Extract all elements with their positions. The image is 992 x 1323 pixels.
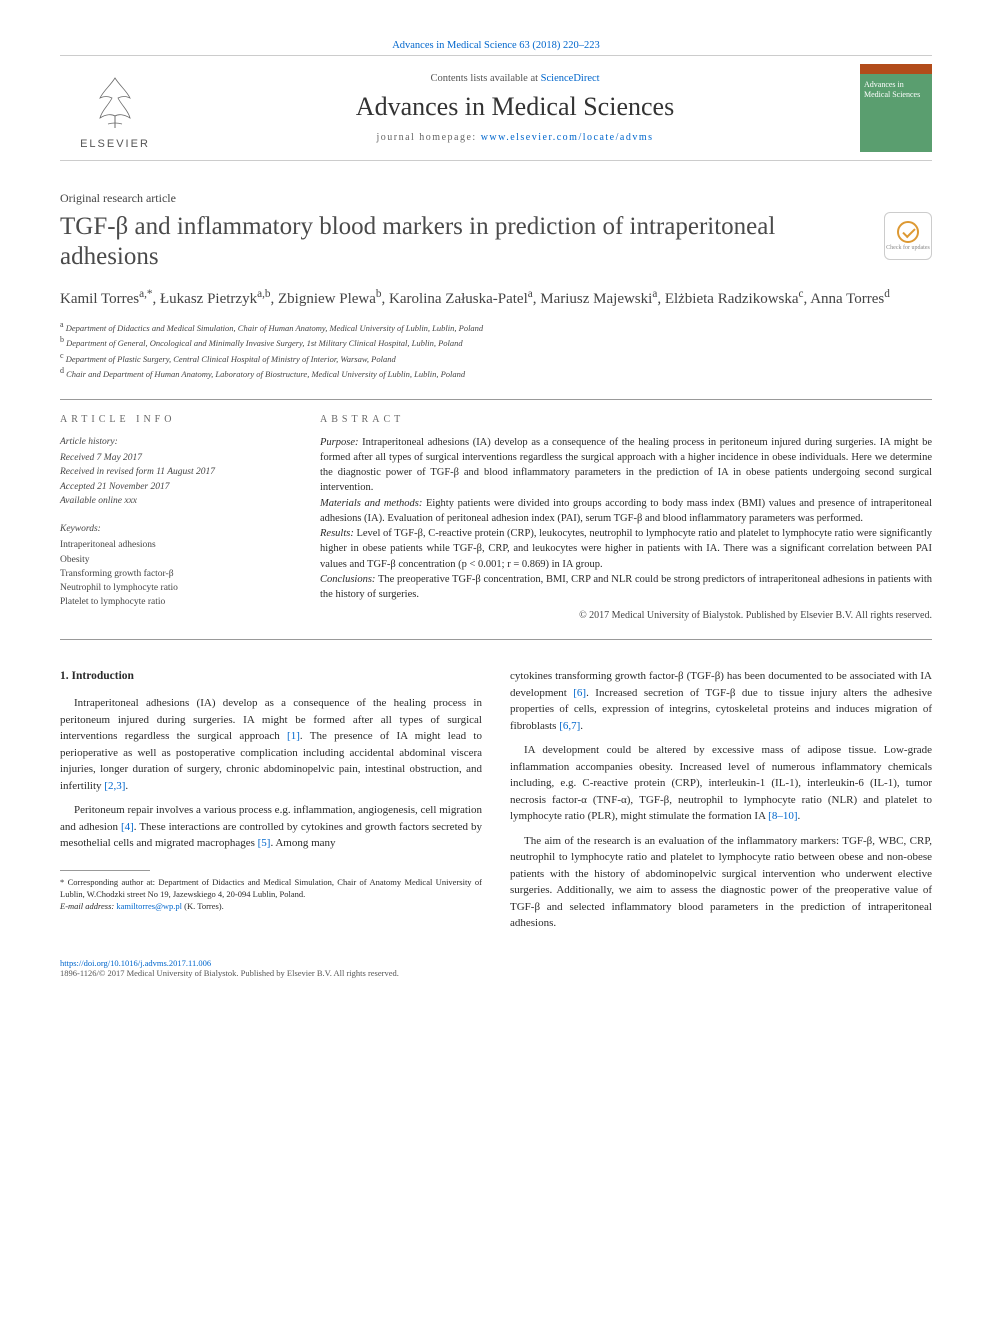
divider [60,399,932,400]
history-item: Accepted 21 November 2017 [60,480,290,494]
body-paragraph: cytokines transforming growth factor-β (… [510,668,932,734]
keyword-item: Platelet to lymphocyte ratio [60,595,290,609]
issue-reference[interactable]: Advances in Medical Science 63 (2018) 22… [60,40,932,51]
citation-link[interactable]: [6,7] [559,720,580,732]
elsevier-logo: ELSEVIER [60,66,170,150]
homepage-line: journal homepage: www.elsevier.com/locat… [170,132,860,143]
abstract-body: Purpose: Intraperitoneal adhesions (IA) … [320,435,932,602]
doi-link[interactable]: https://doi.org/10.1016/j.advms.2017.11.… [60,958,211,968]
citation-link[interactable]: [2,3] [104,780,125,792]
footer-copyright: 1896-1126/© 2017 Medical University of B… [60,968,399,978]
affiliation: d Chair and Department of Human Anatomy,… [60,365,932,381]
elsevier-wordmark: ELSEVIER [80,138,150,150]
body-paragraph: Peritoneum repair involves a various pro… [60,802,482,852]
author-email-link[interactable]: kamiltorres@wp.pl [116,901,182,911]
affiliation: b Department of General, Oncological and… [60,334,932,350]
corresponding-author-note: * Corresponding author at: Department of… [60,877,482,901]
keyword-item: Obesity [60,553,290,567]
history-item: Received in revised form 11 August 2017 [60,465,290,479]
author-list: Kamil Torresa,*, Łukasz Pietrzyka,b, Zbi… [60,286,932,311]
crossmark-badge[interactable]: Check for updates [884,212,932,260]
history-item: Received 7 May 2017 [60,451,290,465]
article-title: TGF-β and inflammatory blood markers in … [60,212,864,272]
abstract: ABSTRACT Purpose: Intraperitoneal adhesi… [320,414,932,621]
body-paragraph: Intraperitoneal adhesions (IA) develop a… [60,695,482,794]
affiliation: c Department of Plastic Surgery, Central… [60,350,932,366]
affiliation: a Department of Didactics and Medical Si… [60,319,932,335]
history-item: Available online xxx [60,494,290,508]
keyword-item: Intraperitoneal adhesions [60,538,290,552]
abstract-label: ABSTRACT [320,414,932,425]
article-info: ARTICLE INFO Article history: Received 7… [60,414,290,621]
article-info-label: ARTICLE INFO [60,414,290,425]
contents-line: Contents lists available at ScienceDirec… [170,73,860,84]
journal-header: ELSEVIER Contents lists available at Sci… [60,55,932,161]
keyword-item: Transforming growth factor-β [60,567,290,581]
abstract-copyright: © 2017 Medical University of Bialystok. … [320,610,932,621]
keywords-heading: Keywords: [60,522,290,536]
page-footer: https://doi.org/10.1016/j.advms.2017.11.… [60,958,932,978]
footnote-separator [60,870,150,871]
citation-link[interactable]: [1] [287,730,300,742]
citation-link[interactable]: [6] [573,687,586,699]
email-line: E-mail address: kamiltorres@wp.pl (K. To… [60,901,482,913]
journal-homepage-link[interactable]: www.elsevier.com/locate/advms [481,132,654,143]
citation-link[interactable]: [8–10] [768,810,797,822]
history-heading: Article history: [60,435,290,449]
body-paragraph: The aim of the research is an evaluation… [510,833,932,932]
citation-link[interactable]: [4] [121,821,134,833]
body-text: 1. Introduction Intraperitoneal adhesion… [60,668,932,940]
crossmark-icon [897,221,919,243]
article-type: Original research article [60,191,932,206]
citation-link[interactable]: [5] [258,837,271,849]
journal-cover-thumb: Advances in Medical Sciences [860,64,932,152]
body-paragraph: IA development could be altered by exces… [510,742,932,825]
sciencedirect-link[interactable]: ScienceDirect [541,73,600,84]
keyword-item: Neutrophil to lymphocyte ratio [60,581,290,595]
section-heading-intro: 1. Introduction [60,668,482,685]
elsevier-tree-icon [80,66,150,136]
journal-name: Advances in Medical Sciences [170,92,860,122]
divider [60,639,932,640]
